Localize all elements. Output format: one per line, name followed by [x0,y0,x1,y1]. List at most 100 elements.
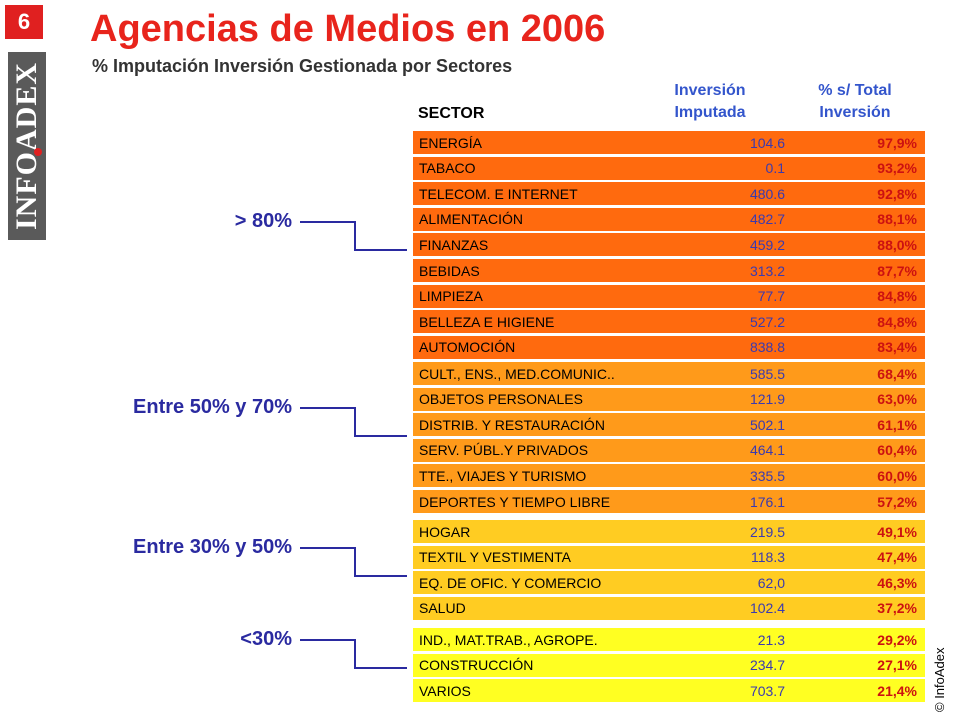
percent-value: 21,4% [877,682,917,699]
table-row: HOGAR 219.5 49,1% [413,520,925,545]
investment-value: 459.2 [749,236,785,253]
column-header-inversion: Inversión Imputada [650,80,770,124]
percent-value: 47,4% [877,549,917,566]
percent-value: 63,0% [877,391,917,408]
table-row: TABACO 0.1 93,2% [413,156,925,182]
sector-name: LIMPIEZA [419,288,483,305]
table-row: AUTOMOCIÓN 838.8 83,4% [413,335,925,361]
sector-name: TTE., VIAJES Y TURISMO [419,467,587,484]
investment-value: 104.6 [749,134,785,151]
table-row: OBJETOS PERSONALES 121.9 63,0% [413,387,925,413]
investment-value: 219.5 [749,523,785,540]
table-row: ALIMENTACIÓN 482.7 88,1% [413,207,925,233]
table-row: DEPORTES Y TIEMPO LIBRE 176.1 57,2% [413,490,925,515]
group-bracket-line [300,547,407,577]
table-row: EQ. DE OFIC. Y COMERCIO 62,0 46,3% [413,571,925,597]
table-row: VARIOS 703.7 21,4% [413,679,925,705]
percent-value: 61,1% [877,416,917,433]
table-row: CONSTRUCCIÓN 234.7 27,1% [413,653,925,679]
table-row: IND., MAT.TRAB., AGROPE. 21.3 29,2% [413,628,925,653]
percent-value: 83,4% [877,339,917,356]
table-header-area [413,100,925,128]
percent-value: 87,7% [877,262,917,279]
investment-value: 703.7 [749,682,785,699]
sector-name: BEBIDAS [419,262,480,279]
infoadex-logo: INFOADEX [8,52,46,240]
investment-value: 480.6 [749,185,785,202]
investment-value: 234.7 [749,657,785,674]
sector-name: VARIOS [419,682,471,699]
table-row: DISTRIB. Y RESTAURACIÓN 502.1 61,1% [413,413,925,439]
sector-name: AUTOMOCIÓN [419,339,516,356]
percent-value: 57,2% [877,493,917,510]
sector-name: CULT., ENS., MED.COMUNIC.. [419,365,615,382]
investment-value: 21.3 [757,631,785,648]
page-number: 6 [5,5,43,39]
sector-name: OBJETOS PERSONALES [419,391,583,408]
group-label: <30% [240,628,292,650]
column-header-total-line2: Inversión [819,104,891,121]
percent-value: 68,4% [877,365,917,382]
logo-dot-icon [34,148,42,156]
percent-value: 46,3% [877,574,917,591]
table-row: TEXTIL Y VESTIMENTA 118.3 47,4% [413,545,925,571]
table-row: SERV. PÚBL.Y PRIVADOS 464.1 60,4% [413,438,925,464]
percent-value: 27,1% [877,657,917,674]
investment-value: 527.2 [749,313,785,330]
table-row: BEBIDAS 313.2 87,7% [413,259,925,284]
investment-value: 102.4 [749,600,785,617]
group-label: > 80% [234,210,292,232]
column-header-sector: SECTOR [418,105,485,122]
sector-name: ENERGÍA [419,134,483,151]
percent-value: 93,2% [877,160,917,177]
table-row: LIMPIEZA 77.7 84,8% [413,284,925,310]
investment-value: 464.1 [749,442,785,459]
percent-value: 60,0% [877,467,917,484]
column-header-inversion-line2: Imputada [674,104,746,121]
investment-value: 313.2 [749,262,785,279]
investment-value: 118.3 [751,549,785,566]
column-header-total: % s/ Total Inversión [795,80,915,124]
sector-name: FINANZAS [419,236,489,253]
table-row: TELECOM. E INTERNET 480.6 92,8% [413,182,925,208]
table-row: FINANZAS 459.2 88,0% [413,233,925,259]
table-row: SALUD 102.4 37,2% [413,596,925,622]
sector-name: EQ. DE OFIC. Y COMERCIO [419,574,602,591]
table-row: BELLEZA E HIGIENE 527.2 84,8% [413,310,925,336]
sector-name: TELECOM. E INTERNET [419,185,578,202]
sector-name: TEXTIL Y VESTIMENTA [419,549,571,566]
table-row: CULT., ENS., MED.COMUNIC.. 585.5 68,4% [413,362,925,387]
percent-value: 88,1% [877,211,917,228]
sector-name: DISTRIB. Y RESTAURACIÓN [419,416,605,433]
column-header-total-line1: % s/ Total [818,82,892,99]
table-row: ENERGÍA 104.6 97,9% [413,131,925,156]
investment-value: 77.7 [757,288,785,305]
sector-name: ALIMENTACIÓN [419,211,523,228]
investment-value: 585.5 [749,365,785,382]
percent-value: 60,4% [877,442,917,459]
sector-name: CONSTRUCCIÓN [419,657,534,674]
page-subtitle: % Imputación Inversión Gestionada por Se… [92,56,513,76]
group-bracket-line [300,639,407,669]
investment-value: 62,0 [757,574,785,591]
percent-value: 84,8% [877,313,917,330]
group-label: Entre 50% y 70% [133,396,292,418]
sector-name: SALUD [419,600,466,617]
sector-name: IND., MAT.TRAB., AGROPE. [419,631,598,648]
percent-value: 97,9% [877,134,917,151]
investment-value: 335.5 [749,467,785,484]
sector-name: DEPORTES Y TIEMPO LIBRE [419,493,611,510]
sector-name: BELLEZA E HIGIENE [419,313,555,330]
percent-value: 49,1% [877,523,917,540]
percent-value: 92,8% [877,185,917,202]
sector-name: SERV. PÚBL.Y PRIVADOS [419,442,589,459]
investment-value: 482.7 [749,211,785,228]
group-label: Entre 30% y 50% [133,536,292,558]
group-bracket-line [300,407,407,437]
percent-value: 88,0% [877,236,917,253]
percent-value: 84,8% [877,288,917,305]
page-title: Agencias de Medios en 2006 [90,8,606,50]
investment-value: 502.1 [749,416,785,433]
percent-value: 37,2% [877,600,917,617]
